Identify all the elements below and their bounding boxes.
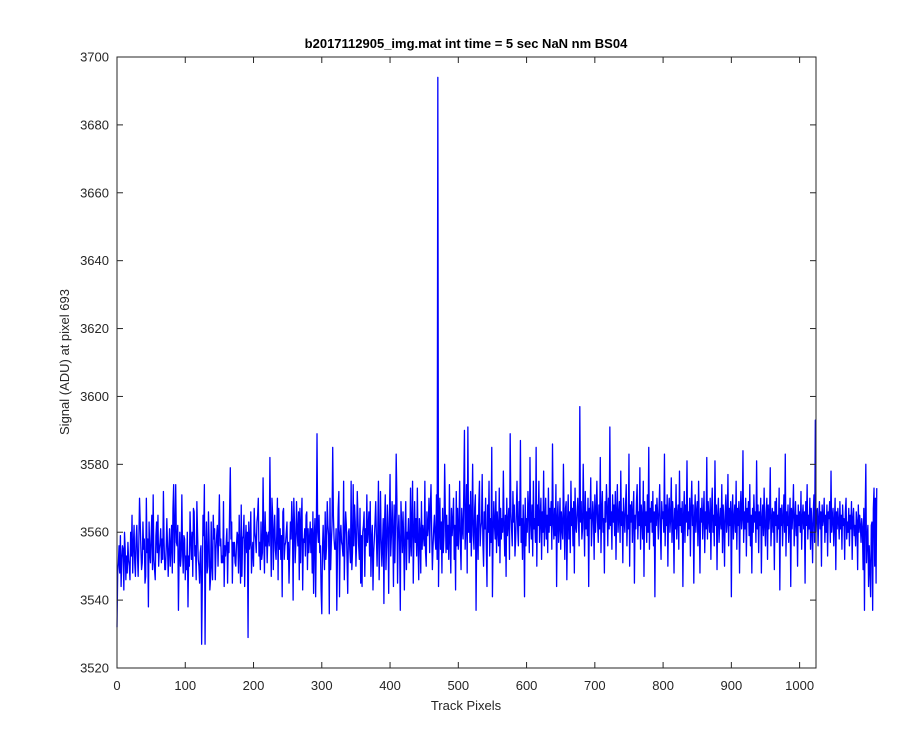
x-tick-label: 0 — [113, 678, 120, 693]
y-tick-label: 3680 — [80, 117, 109, 132]
series-layer — [116, 76, 878, 645]
x-tick-label: 1000 — [785, 678, 814, 693]
series-line — [116, 76, 878, 645]
y-tick-label: 3540 — [80, 593, 109, 608]
x-tick-label: 100 — [174, 678, 196, 693]
plot-area — [117, 57, 816, 668]
y-tick-label: 3640 — [80, 253, 109, 268]
y-axis: 3520 3540 3560 3580 3600 3620 3640 3660 3680 3700 — [80, 50, 816, 676]
y-tick-label: 3580 — [80, 457, 109, 472]
x-tick-label: 900 — [721, 678, 743, 693]
x-tick-label: 200 — [243, 678, 265, 693]
y-tick-label: 3600 — [80, 389, 109, 404]
x-tick-label: 300 — [311, 678, 333, 693]
x-tick-label: 800 — [652, 678, 674, 693]
chart-title: b2017112905_img.mat int time = 5 sec NaN… — [305, 36, 628, 51]
y-tick-label: 3560 — [80, 525, 109, 540]
y-tick-label: 3620 — [80, 321, 109, 336]
y-tick-label: 3700 — [80, 50, 109, 65]
axes-box — [116, 56, 817, 669]
x-axis: 0 100 200 300 400 500 600 700 800 900 1000 — [113, 57, 814, 693]
y-tick-label: 3660 — [80, 185, 109, 200]
x-tick-label: 600 — [516, 678, 538, 693]
y-tick-label: 3520 — [80, 661, 109, 676]
x-tick-label: 500 — [447, 678, 469, 693]
x-tick-label: 400 — [379, 678, 401, 693]
x-axis-label: Track Pixels — [431, 698, 502, 713]
x-tick-label: 700 — [584, 678, 606, 693]
y-axis-label: Signal (ADU) at pixel 693 — [57, 289, 72, 435]
